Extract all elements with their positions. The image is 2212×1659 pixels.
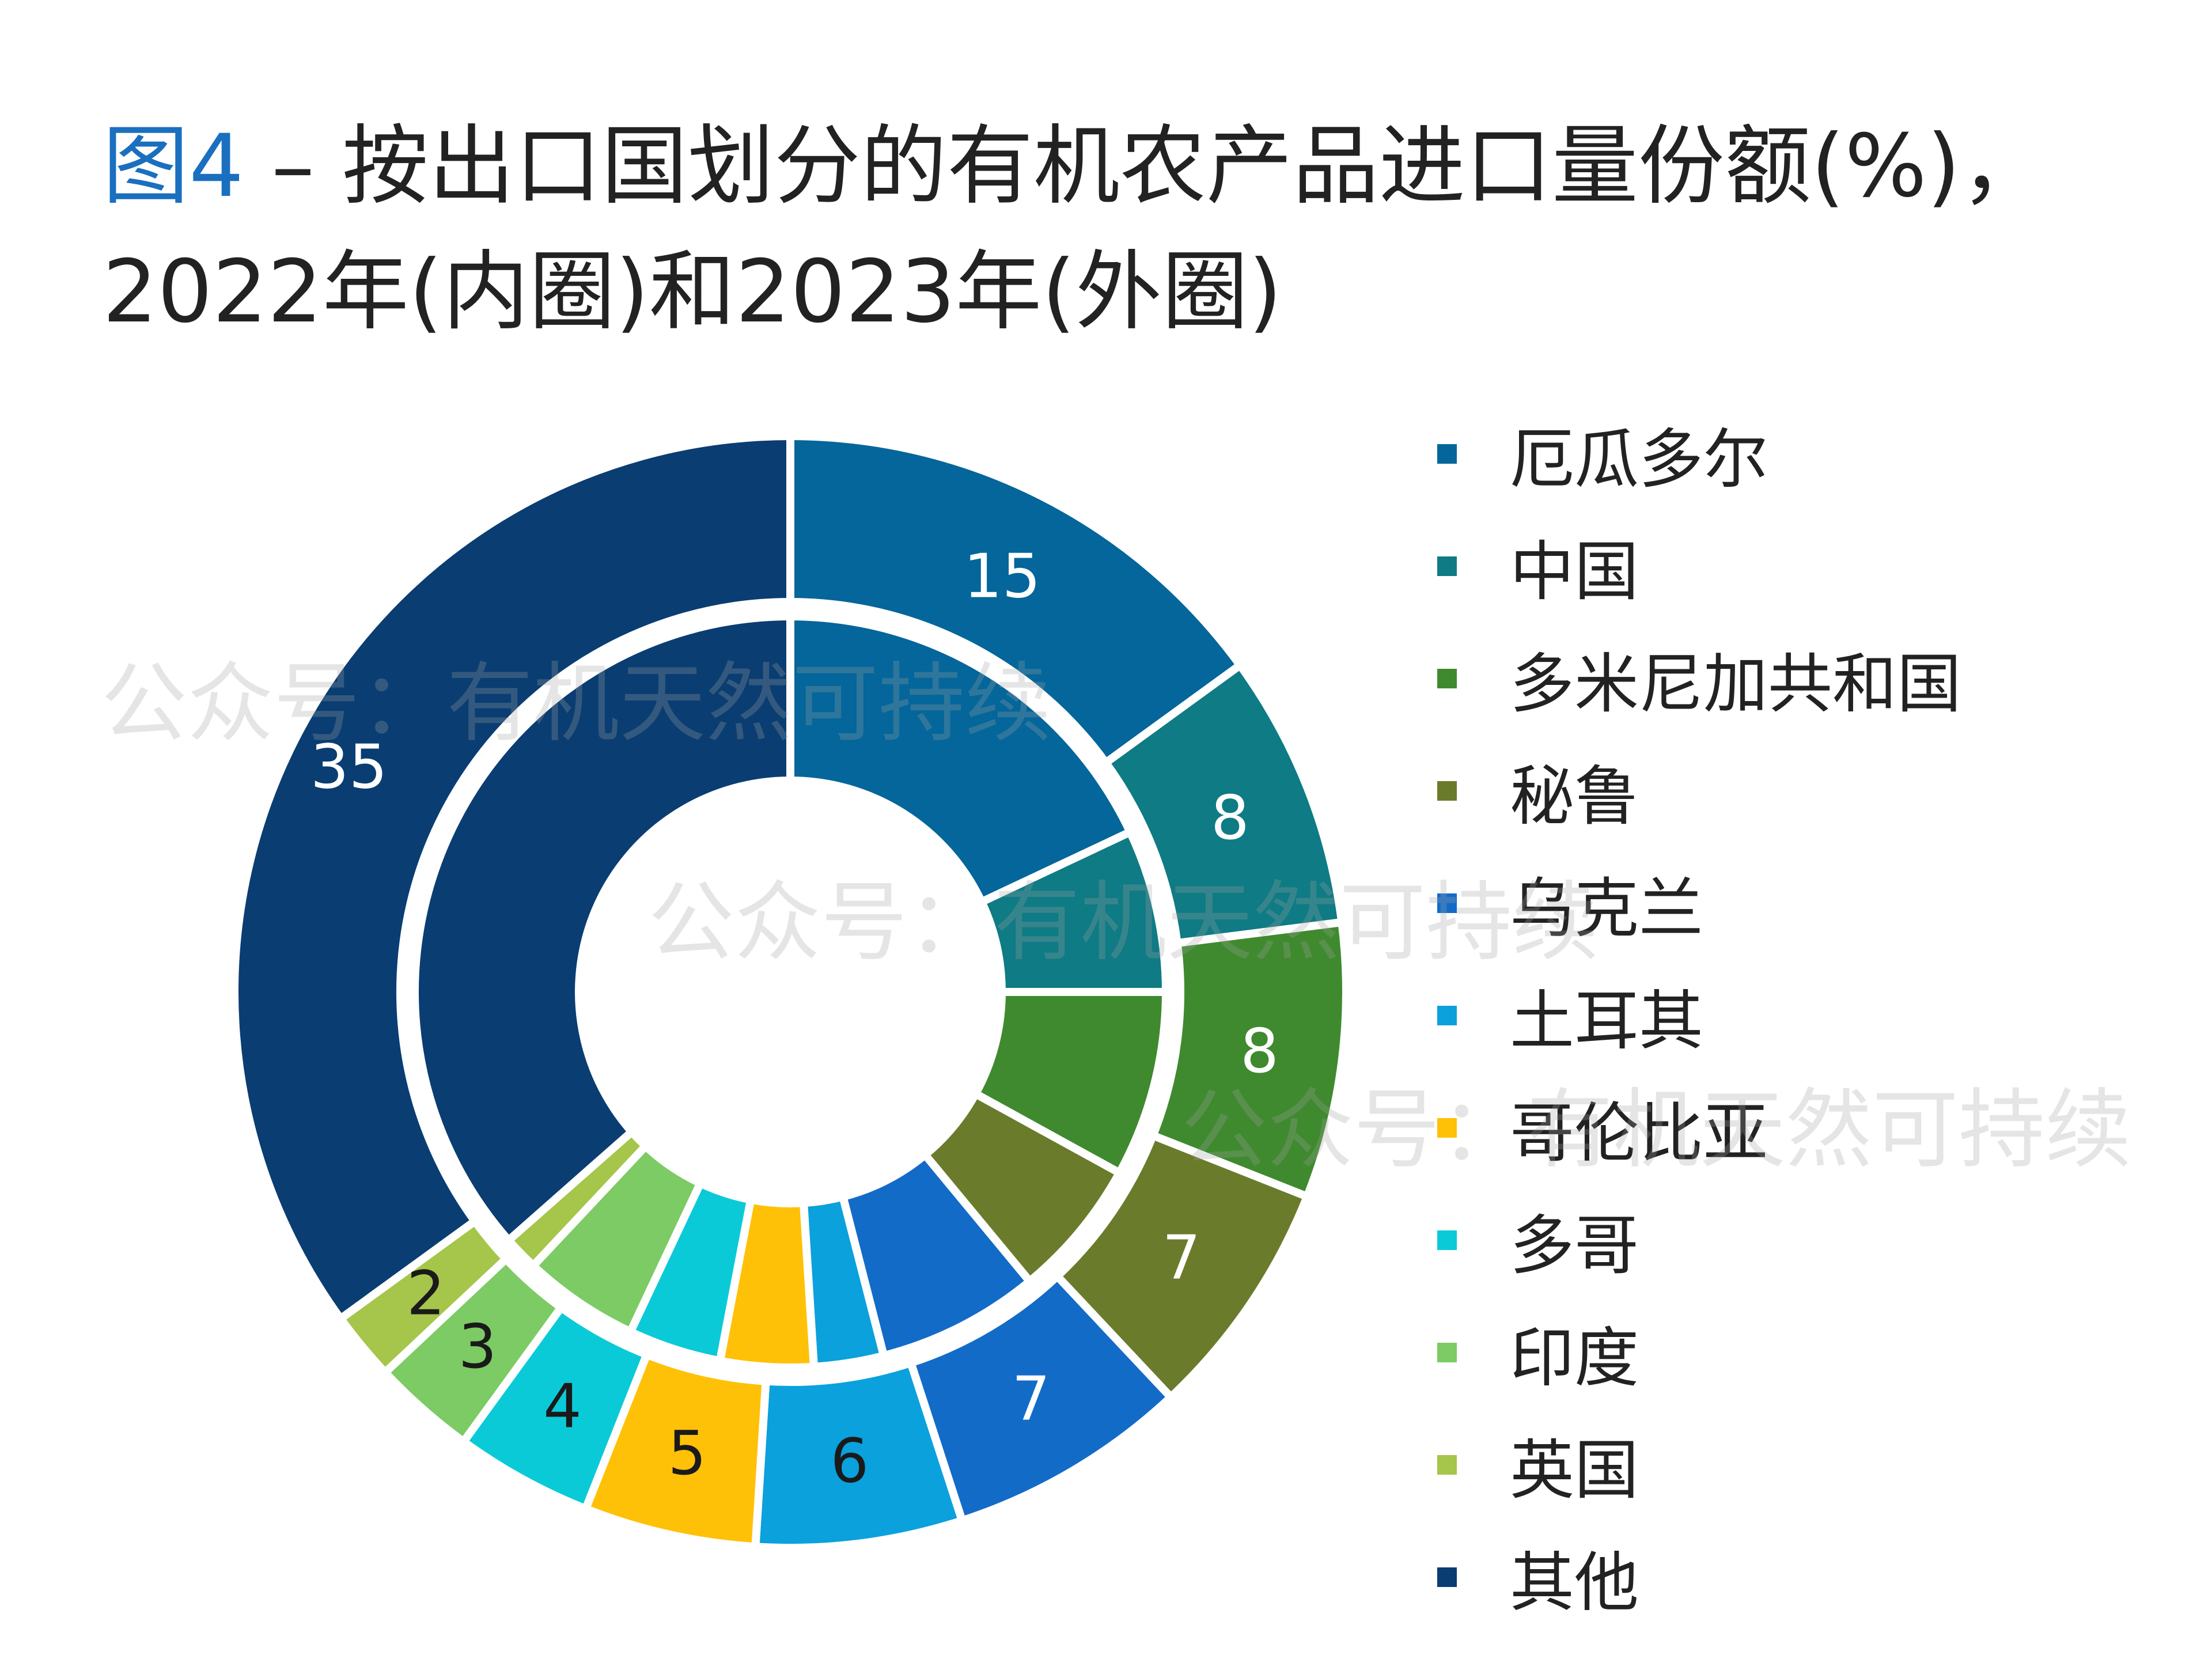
data-label-1: 15 <box>964 541 1041 611</box>
legend-item: 其他 <box>1437 1521 1961 1633</box>
data-label-9: 3 <box>459 1312 497 1382</box>
legend-swatch <box>1437 1567 1457 1587</box>
inner-slice-1 <box>786 612 1134 906</box>
outer-slice-11 <box>230 432 794 1323</box>
legend-label: 英国 <box>1510 1433 1639 1508</box>
inner-ring-2022 <box>411 612 1170 1372</box>
chart-title: 图4 – 按出口国划分的有机农产品进口量份额(%)， 2022年(内圈)和202… <box>103 104 2119 355</box>
legend-label: 其他 <box>1510 1545 1639 1620</box>
legend-label: 中国 <box>1510 534 1639 609</box>
legend-item: 多哥 <box>1437 1184 1961 1296</box>
legend-swatch <box>1437 1342 1457 1362</box>
data-label-11: 35 <box>310 732 388 802</box>
legend-item: 乌克兰 <box>1437 847 1961 959</box>
legend-label: 哥伦比亚 <box>1510 1096 1768 1171</box>
legend-swatch <box>1437 1230 1457 1250</box>
legend-item: 厄瓜多尔 <box>1437 397 1961 510</box>
legend-swatch <box>1437 668 1457 688</box>
legend-label: 多米尼加共和国 <box>1510 646 1961 722</box>
outer-slice-1 <box>786 432 1244 767</box>
legend-label: 印度 <box>1510 1320 1639 1396</box>
data-label-2: 8 <box>1211 783 1249 853</box>
legend-label: 厄瓜多尔 <box>1510 422 1768 497</box>
legend-swatch <box>1437 781 1457 801</box>
legend-label: 秘鲁 <box>1510 759 1639 834</box>
legend-item: 哥伦比亚 <box>1437 1071 1961 1184</box>
outer-ring-2023 <box>230 432 1350 1552</box>
data-labels: 15 8 8 7 7 6 5 432 35 <box>310 541 1279 1496</box>
legend-label: 土耳其 <box>1510 983 1703 1059</box>
inner-slice-11 <box>411 612 794 1245</box>
data-label-7: 5 <box>668 1418 706 1488</box>
data-label-10: 2 <box>407 1258 445 1328</box>
legend-swatch <box>1437 1118 1457 1138</box>
data-label-5: 7 <box>1012 1364 1051 1434</box>
legend-item: 多米尼加共和国 <box>1437 622 1961 734</box>
legend-swatch <box>1437 444 1457 464</box>
chart-legend: 厄瓜多尔中国多米尼加共和国 秘鲁乌克兰土耳其哥伦比亚多哥印度英国其他 <box>1437 397 1961 1633</box>
legend-swatch <box>1437 1005 1457 1025</box>
data-label-8: 4 <box>543 1371 582 1441</box>
data-label-3: 8 <box>1240 1016 1279 1086</box>
legend-swatch <box>1437 893 1457 913</box>
figure-number: 图4 <box>103 116 244 217</box>
legend-label: 乌克兰 <box>1510 871 1703 946</box>
title-line-1: 图4 – 按出口国划分的有机农产品进口量份额(%)， <box>103 104 2119 229</box>
legend-item: 英国 <box>1437 1408 1961 1521</box>
legend-swatch <box>1437 1455 1457 1475</box>
legend-item: 中国 <box>1437 510 1961 622</box>
data-label-6: 6 <box>830 1426 869 1497</box>
data-label-4: 7 <box>1162 1222 1201 1293</box>
legend-swatch <box>1437 556 1457 576</box>
title-line-2: 2022年(内圈)和2023年(外圈) <box>103 242 1282 342</box>
legend-item: 印度 <box>1437 1296 1961 1408</box>
legend-item: 土耳其 <box>1437 959 1961 1071</box>
legend-label: 多哥 <box>1510 1208 1639 1283</box>
legend-item: 秘鲁 <box>1437 734 1961 847</box>
title-text: – 按出口国划分的有机农产品进口量份额(%)， <box>244 116 2047 217</box>
